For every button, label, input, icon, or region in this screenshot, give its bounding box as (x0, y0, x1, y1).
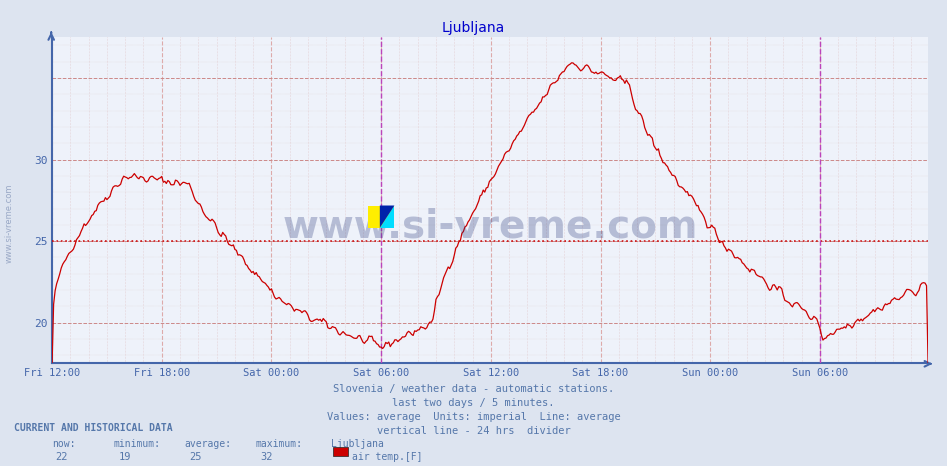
Text: air temp.[F]: air temp.[F] (352, 452, 422, 462)
Text: Slovenia / weather data - automatic stations.: Slovenia / weather data - automatic stat… (333, 384, 614, 394)
Text: Ljubljana: Ljubljana (442, 21, 505, 35)
Text: CURRENT AND HISTORICAL DATA: CURRENT AND HISTORICAL DATA (14, 423, 173, 433)
Text: minimum:: minimum: (114, 439, 161, 449)
Text: Ljubljana: Ljubljana (331, 439, 384, 449)
Text: www.si-vreme.com: www.si-vreme.com (282, 207, 698, 246)
Text: average:: average: (185, 439, 232, 449)
Text: Values: average  Units: imperial  Line: average: Values: average Units: imperial Line: av… (327, 412, 620, 422)
Text: 19: 19 (118, 452, 131, 462)
Text: last two days / 5 minutes.: last two days / 5 minutes. (392, 398, 555, 408)
Text: 32: 32 (260, 452, 273, 462)
Text: vertical line - 24 hrs  divider: vertical line - 24 hrs divider (377, 426, 570, 436)
Text: now:: now: (52, 439, 76, 449)
Text: maximum:: maximum: (256, 439, 303, 449)
Text: www.si-vreme.com: www.si-vreme.com (5, 184, 14, 263)
Text: 22: 22 (55, 452, 67, 462)
Text: 25: 25 (189, 452, 202, 462)
